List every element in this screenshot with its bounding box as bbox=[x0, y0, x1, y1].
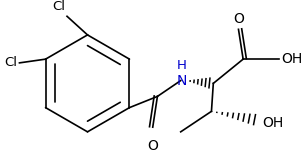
Text: OH: OH bbox=[281, 52, 302, 66]
Text: N: N bbox=[176, 74, 187, 88]
Text: H: H bbox=[177, 59, 187, 72]
Text: Cl: Cl bbox=[52, 0, 65, 14]
Text: OH: OH bbox=[262, 116, 283, 130]
Text: Cl: Cl bbox=[5, 56, 18, 69]
Text: O: O bbox=[147, 139, 158, 153]
Text: O: O bbox=[233, 12, 244, 26]
